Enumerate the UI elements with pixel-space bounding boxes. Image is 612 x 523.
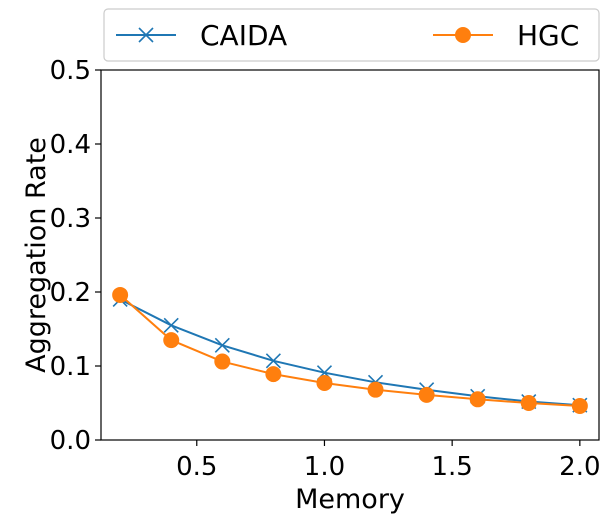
y-tick-label: 0.5 [50,56,91,86]
data-point-hgc [214,353,231,370]
x-axis: 0.5 1.0 1.5 2.0 [176,440,601,482]
legend-label-caida: CAIDA [200,19,287,52]
x-axis-label: Memory [295,484,405,515]
x-tick-label: 1.0 [304,452,345,482]
legend-marker-hgc [455,27,471,43]
plot-area [112,286,588,414]
data-point-hgc [367,381,384,398]
y-tick-label: 0.1 [50,352,91,382]
data-point-hgc [112,286,129,303]
data-point-caida-stroke [265,353,281,369]
data-point-hgc [316,375,333,392]
legend-label-hgc: HGC [517,19,579,52]
data-point-hgc [469,391,486,408]
series-line-hgc [119,294,580,407]
legend-symbol-caida-stroke [138,27,154,43]
legend: CAIDA HGC [103,8,600,62]
legend-symbol-hgc [455,27,471,43]
y-axis: 0.0 0.1 0.2 0.3 0.4 0.5 [50,56,101,456]
x-tick-label: 2.0 [559,452,600,482]
y-tick-label: 0.0 [50,426,91,456]
data-point-caida [265,353,281,369]
series-line-caida [119,298,580,407]
legend-frame [103,8,600,62]
x-tick-label: 1.5 [431,452,472,482]
data-point-hgc [571,397,588,414]
x-tick-label: 0.5 [176,452,217,482]
data-point-caida-stroke [214,337,230,353]
data-point-hgc [265,366,282,383]
legend-entry-hgc: HGC [433,19,579,52]
legend-entry-caida: CAIDA [116,19,287,52]
axes-frame [100,69,600,441]
data-point-caida [163,317,179,333]
y-tick-label: 0.3 [50,204,91,234]
data-point-caida-stroke [163,317,179,333]
data-point-caida [214,337,230,353]
legend-marker-caida [138,27,154,43]
y-tick-label: 0.4 [50,130,91,160]
data-point-hgc [418,386,435,403]
legend-symbol-caida [138,27,154,43]
y-axis-label: Aggregation Rate [21,137,52,373]
y-tick-label: 0.2 [50,278,91,308]
data-point-hgc [520,395,537,411]
data-point-hgc [163,332,180,349]
